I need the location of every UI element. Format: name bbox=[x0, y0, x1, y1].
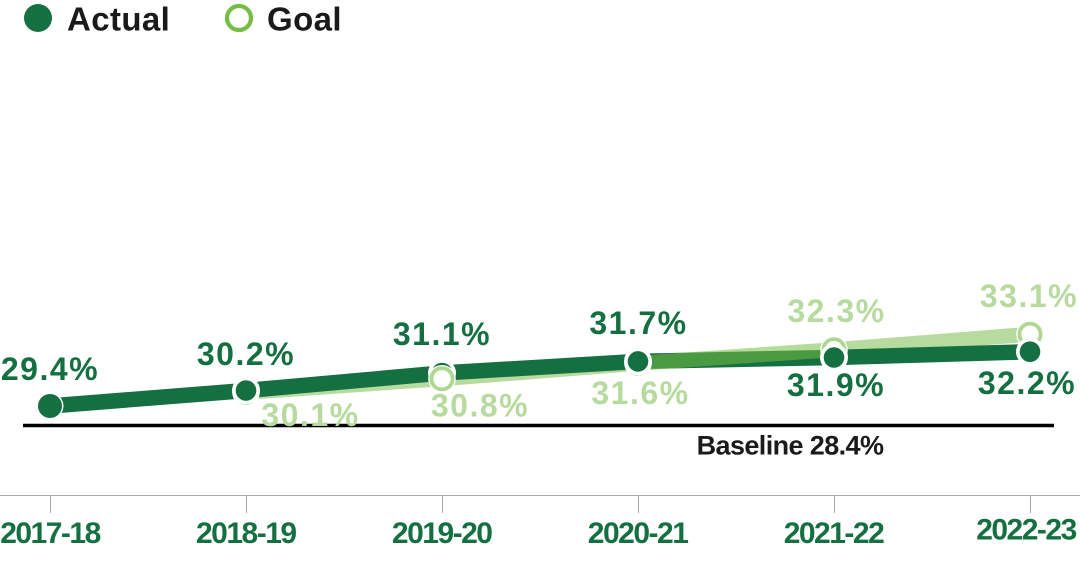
svg-text:32.3%: 32.3% bbox=[787, 293, 885, 329]
svg-text:Baseline 28.4%: Baseline 28.4% bbox=[697, 431, 884, 461]
svg-text:Goal: Goal bbox=[267, 1, 342, 38]
svg-text:33.1%: 33.1% bbox=[980, 278, 1078, 314]
svg-text:29.4%: 29.4% bbox=[1, 351, 99, 387]
svg-text:31.1%: 31.1% bbox=[393, 316, 491, 352]
svg-text:2017-18: 2017-18 bbox=[0, 517, 100, 550]
svg-text:2021-22: 2021-22 bbox=[784, 517, 884, 550]
svg-text:2022-23: 2022-23 bbox=[976, 514, 1076, 547]
svg-text:Actual: Actual bbox=[67, 1, 170, 38]
svg-text:31.7%: 31.7% bbox=[589, 305, 687, 341]
svg-text:2020-21: 2020-21 bbox=[588, 517, 688, 550]
svg-text:2018-19: 2018-19 bbox=[196, 517, 296, 550]
svg-text:2019-20: 2019-20 bbox=[392, 517, 492, 550]
svg-text:30.8%: 30.8% bbox=[431, 388, 529, 424]
svg-text:32.2%: 32.2% bbox=[978, 365, 1076, 401]
svg-text:31.9%: 31.9% bbox=[787, 367, 885, 403]
svg-text:31.6%: 31.6% bbox=[591, 375, 689, 411]
svg-text:30.1%: 30.1% bbox=[261, 397, 359, 433]
svg-text:30.2%: 30.2% bbox=[197, 336, 295, 372]
